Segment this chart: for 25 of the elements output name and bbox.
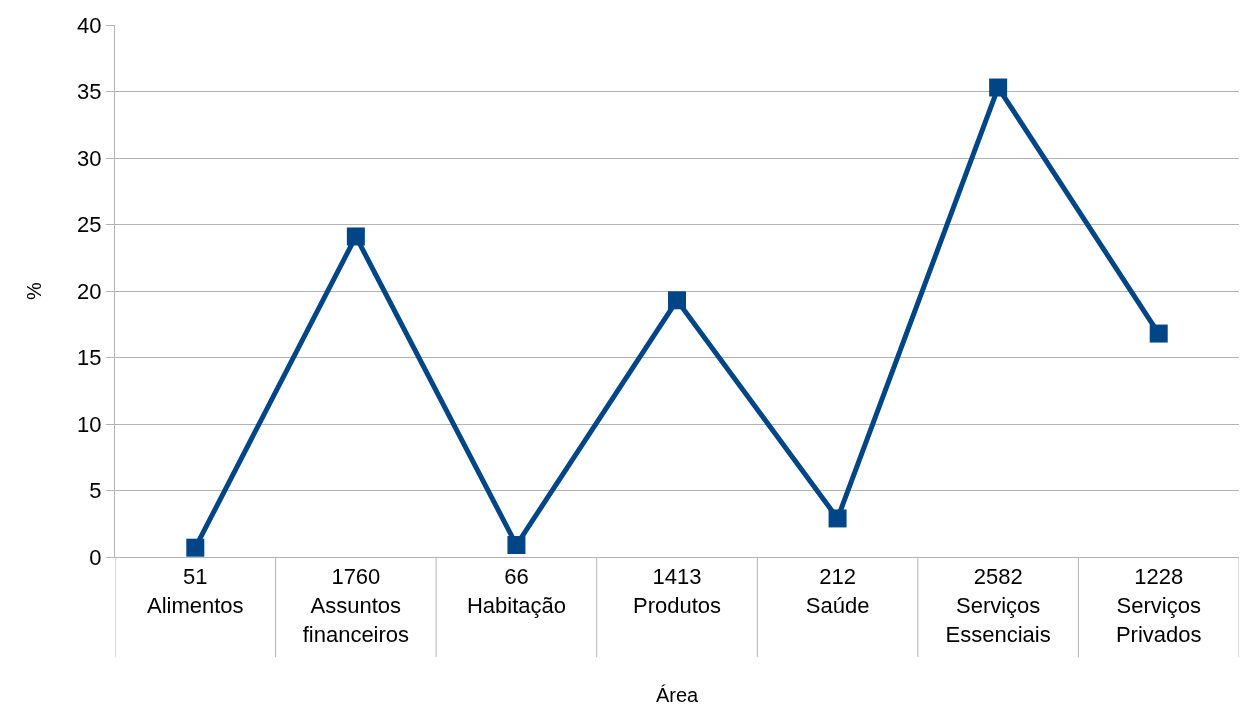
y-tick-label: 25 (77, 212, 102, 238)
x-axis-title: Área (655, 684, 699, 706)
point (186, 538, 205, 557)
y-tick-label: 10 (77, 411, 102, 437)
point (507, 536, 526, 555)
y-tick-label: 5 (89, 478, 102, 504)
y-tick-label: 30 (77, 145, 102, 171)
point (828, 509, 847, 528)
y-tick-label: 35 (77, 79, 102, 105)
x-tick-label: 66 Habitação (466, 564, 566, 618)
x-tick-label: 212 Saúde (805, 564, 870, 618)
y-tick-label: 20 (77, 278, 102, 304)
x-tick-label: 51 Alimentos (146, 564, 244, 618)
x-tick-label: 1760 Assuntos financeiros (302, 564, 410, 647)
y-tick-label: 40 (77, 12, 102, 38)
x-tick-label: 1413 Produtos (632, 564, 722, 618)
y-tick-label: 0 (89, 544, 102, 570)
y-tick-label: 15 (77, 345, 102, 371)
point (346, 227, 365, 246)
x-tick-label: 2582 Serviços Essenciais (945, 564, 1051, 647)
point (1149, 324, 1168, 343)
y-axis-title: % (22, 281, 45, 300)
point (989, 78, 1008, 97)
x-tick-label: 1228 Serviços Privados (1115, 564, 1202, 647)
point (668, 291, 686, 310)
